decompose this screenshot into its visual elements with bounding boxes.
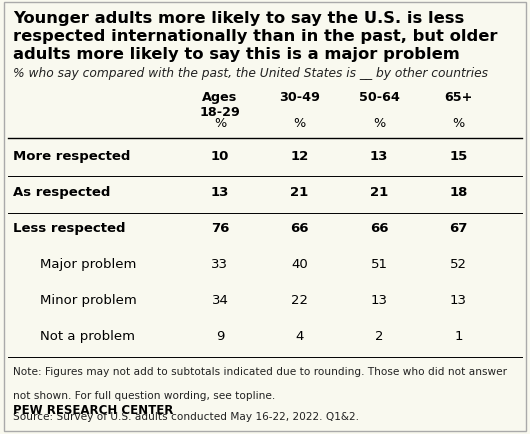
Text: % who say compared with the past, the United States is __ by other countries: % who say compared with the past, the Un… bbox=[13, 67, 488, 80]
Text: 33: 33 bbox=[211, 258, 228, 270]
Text: Less respected: Less respected bbox=[13, 222, 126, 234]
Text: Not a problem: Not a problem bbox=[40, 330, 135, 342]
Text: 13: 13 bbox=[211, 186, 229, 198]
Text: respected internationally than in the past, but older: respected internationally than in the pa… bbox=[13, 29, 498, 44]
Text: 66: 66 bbox=[370, 222, 388, 234]
Text: 18: 18 bbox=[449, 186, 467, 198]
Text: 12: 12 bbox=[290, 150, 308, 162]
Text: 15: 15 bbox=[449, 150, 467, 162]
Text: 22: 22 bbox=[291, 294, 308, 306]
Text: PEW RESEARCH CENTER: PEW RESEARCH CENTER bbox=[13, 403, 174, 416]
Text: 65+: 65+ bbox=[444, 91, 473, 104]
Text: 13: 13 bbox=[370, 294, 387, 306]
Text: not shown. For full question wording, see topline.: not shown. For full question wording, se… bbox=[13, 390, 276, 400]
Text: 34: 34 bbox=[211, 294, 228, 306]
Text: More respected: More respected bbox=[13, 150, 130, 162]
Text: Younger adults more likely to say the U.S. is less: Younger adults more likely to say the U.… bbox=[13, 11, 464, 26]
Text: adults more likely to say this is a major problem: adults more likely to say this is a majo… bbox=[13, 47, 460, 62]
Text: 50-64: 50-64 bbox=[358, 91, 400, 104]
Text: As respected: As respected bbox=[13, 186, 111, 198]
Text: 30-49: 30-49 bbox=[279, 91, 320, 104]
Text: 21: 21 bbox=[370, 186, 388, 198]
Text: 40: 40 bbox=[291, 258, 308, 270]
Text: 9: 9 bbox=[216, 330, 224, 342]
Text: %: % bbox=[452, 117, 465, 130]
Text: 2: 2 bbox=[375, 330, 383, 342]
Text: 10: 10 bbox=[211, 150, 229, 162]
Text: 67: 67 bbox=[449, 222, 467, 234]
Text: Source: Survey of U.S. adults conducted May 16-22, 2022. Q1&2.: Source: Survey of U.S. adults conducted … bbox=[13, 411, 359, 421]
Text: Minor problem: Minor problem bbox=[40, 294, 137, 306]
Text: 1: 1 bbox=[454, 330, 463, 342]
Text: 76: 76 bbox=[211, 222, 229, 234]
Text: %: % bbox=[293, 117, 306, 130]
Text: 51: 51 bbox=[370, 258, 387, 270]
Text: 66: 66 bbox=[290, 222, 308, 234]
Text: 13: 13 bbox=[370, 150, 388, 162]
Text: Major problem: Major problem bbox=[40, 258, 136, 270]
Text: 21: 21 bbox=[290, 186, 308, 198]
Text: %: % bbox=[214, 117, 226, 130]
Text: %: % bbox=[373, 117, 385, 130]
Text: 13: 13 bbox=[450, 294, 467, 306]
Text: 4: 4 bbox=[295, 330, 304, 342]
Text: 52: 52 bbox=[450, 258, 467, 270]
Text: Ages
18-29: Ages 18-29 bbox=[199, 91, 241, 119]
Text: Note: Figures may not add to subtotals indicated due to rounding. Those who did : Note: Figures may not add to subtotals i… bbox=[13, 366, 507, 376]
